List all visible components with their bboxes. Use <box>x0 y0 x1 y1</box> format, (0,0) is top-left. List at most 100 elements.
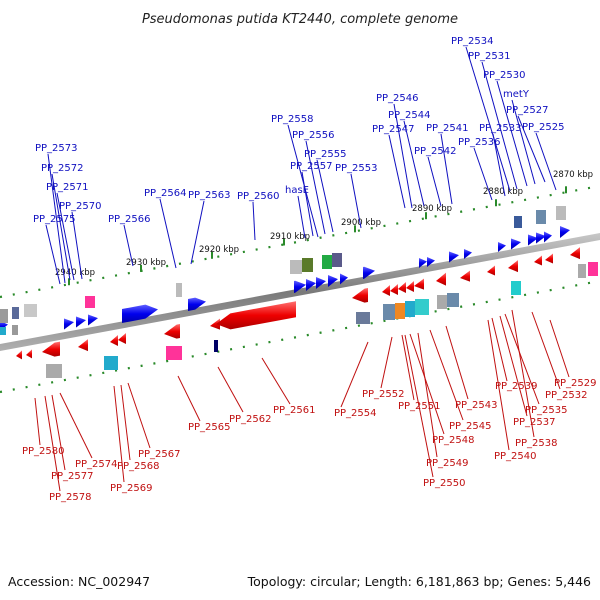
gene-label[interactable]: PP_2577 <box>51 471 94 482</box>
reverse-gene-arrow[interactable] <box>118 333 126 345</box>
gene-label[interactable]: PP_2569 <box>110 483 153 494</box>
gene-label[interactable]: PP_2566 <box>108 214 151 225</box>
reverse-gene-arrow[interactable] <box>534 255 542 266</box>
reverse-gene-arrow[interactable] <box>26 349 32 359</box>
forward-gene-arrow[interactable] <box>464 249 472 259</box>
reverse-gene-arrow[interactable] <box>216 301 296 330</box>
gene-block[interactable] <box>511 281 521 295</box>
gene-label[interactable]: PP_2547 <box>372 124 415 135</box>
gene-label[interactable]: PP_2545 <box>449 421 492 432</box>
gene-label[interactable]: PP_2553 <box>335 163 378 174</box>
reverse-gene-arrow[interactable] <box>110 335 118 347</box>
gene-label[interactable]: PP_2562 <box>229 414 272 425</box>
gene-block[interactable] <box>578 264 586 278</box>
gene-label[interactable]: PP_2560 <box>237 191 280 202</box>
gene-block[interactable] <box>322 255 332 269</box>
gene-block[interactable] <box>290 260 302 274</box>
gene-label[interactable]: PP_2564 <box>144 188 187 199</box>
gene-label[interactable]: PP_2568 <box>117 461 160 472</box>
gene-block[interactable] <box>588 262 598 276</box>
gene-label[interactable]: PP_2567 <box>138 449 181 460</box>
forward-gene-arrow[interactable] <box>560 226 570 238</box>
gene-label[interactable]: PP_2570 <box>59 201 102 212</box>
reverse-gene-arrow[interactable] <box>487 265 495 276</box>
gene-block[interactable] <box>447 293 459 307</box>
gene-label[interactable]: PP_2535 <box>525 405 568 416</box>
forward-gene-arrow[interactable] <box>536 232 546 244</box>
gene-label[interactable]: PP_2580 <box>22 446 65 457</box>
gene-block[interactable] <box>405 301 415 317</box>
forward-gene-arrow[interactable] <box>88 314 98 326</box>
forward-gene-arrow[interactable] <box>328 275 338 287</box>
reverse-gene-arrow[interactable] <box>164 324 180 339</box>
gene-label[interactable]: PP_2536 <box>458 137 501 148</box>
gene-label[interactable]: PP_2557 <box>290 161 333 172</box>
gene-label[interactable]: PP_2578 <box>49 492 92 503</box>
gene-label[interactable]: PP_2548 <box>432 435 475 446</box>
gene-label[interactable]: PP_2561 <box>273 405 316 416</box>
gene-label[interactable]: PP_2554 <box>334 408 377 419</box>
reverse-gene-arrow[interactable] <box>390 284 398 296</box>
gene-label[interactable]: PP_2533 <box>479 123 522 134</box>
gene-block[interactable] <box>176 283 182 297</box>
gene-label[interactable]: PP_2530 <box>483 70 526 81</box>
gene-block[interactable] <box>24 304 37 317</box>
gene-block[interactable] <box>12 325 18 335</box>
gene-block[interactable] <box>0 327 6 335</box>
gene-label[interactable]: PP_2538 <box>515 438 558 449</box>
forward-gene-arrow[interactable] <box>419 258 427 268</box>
gene-label[interactable]: PP_2563 <box>188 190 231 201</box>
gene-label[interactable]: PP_2571 <box>46 182 89 193</box>
gene-label[interactable]: PP_2537 <box>513 417 556 428</box>
forward-gene-arrow[interactable] <box>528 234 538 246</box>
reverse-gene-arrow[interactable] <box>382 285 390 297</box>
reverse-gene-arrow[interactable] <box>436 272 446 286</box>
gene-block[interactable] <box>556 206 566 220</box>
forward-gene-arrow[interactable] <box>340 273 348 285</box>
gene-block[interactable] <box>0 309 8 323</box>
reverse-gene-arrow[interactable] <box>414 278 424 290</box>
gene-label[interactable]: PP_2542 <box>414 146 457 157</box>
gene-label[interactable]: PP_2552 <box>362 389 405 400</box>
gene-label[interactable]: PP_2527 <box>506 105 549 116</box>
gene-block[interactable] <box>383 304 395 320</box>
forward-gene-arrow[interactable] <box>511 238 521 250</box>
gene-label[interactable]: PP_2539 <box>495 381 538 392</box>
forward-gene-arrow[interactable] <box>363 266 375 279</box>
gene-block[interactable] <box>46 364 62 378</box>
forward-gene-arrow[interactable] <box>76 316 86 328</box>
gene-label[interactable]: PP_2575 <box>33 214 76 225</box>
gene-block[interactable] <box>395 303 405 319</box>
forward-gene-arrow[interactable] <box>449 251 459 263</box>
reverse-gene-arrow[interactable] <box>508 260 518 273</box>
gene-label[interactable]: PP_2558 <box>271 114 314 125</box>
forward-gene-arrow[interactable] <box>498 242 506 252</box>
gene-block[interactable] <box>12 307 19 319</box>
forward-gene-arrow[interactable] <box>316 277 326 289</box>
gene-block[interactable] <box>415 299 429 315</box>
gene-label[interactable]: PP_2546 <box>376 93 419 104</box>
forward-gene-arrow[interactable] <box>544 231 552 243</box>
gene-block[interactable] <box>214 340 218 352</box>
gene-block[interactable] <box>85 296 95 308</box>
gene-label[interactable]: PP_2543 <box>455 400 498 411</box>
reverse-gene-arrow[interactable] <box>352 288 368 303</box>
reverse-gene-arrow[interactable] <box>545 253 553 264</box>
gene-label[interactable]: PP_2574 <box>75 459 118 470</box>
reverse-gene-arrow[interactable] <box>570 247 580 260</box>
reverse-gene-arrow[interactable] <box>460 270 470 282</box>
forward-gene-arrow[interactable] <box>294 280 306 293</box>
gene-label[interactable]: PP_2525 <box>522 122 565 133</box>
gene-label[interactable]: PP_2556 <box>292 130 335 141</box>
forward-gene-arrow[interactable] <box>427 257 435 267</box>
gene-block[interactable] <box>356 312 370 324</box>
forward-gene-arrow[interactable] <box>64 318 74 330</box>
gene-label[interactable]: PP_2551 <box>398 401 441 412</box>
gene-label[interactable]: PP_2534 <box>451 36 494 47</box>
gene-label[interactable]: PP_2544 <box>388 110 431 121</box>
gene-block[interactable] <box>302 258 313 272</box>
gene-label[interactable]: PP_2531 <box>468 51 511 62</box>
reverse-gene-arrow[interactable] <box>210 318 220 330</box>
reverse-gene-arrow[interactable] <box>78 339 88 352</box>
gene-label[interactable]: PP_2549 <box>426 458 469 469</box>
